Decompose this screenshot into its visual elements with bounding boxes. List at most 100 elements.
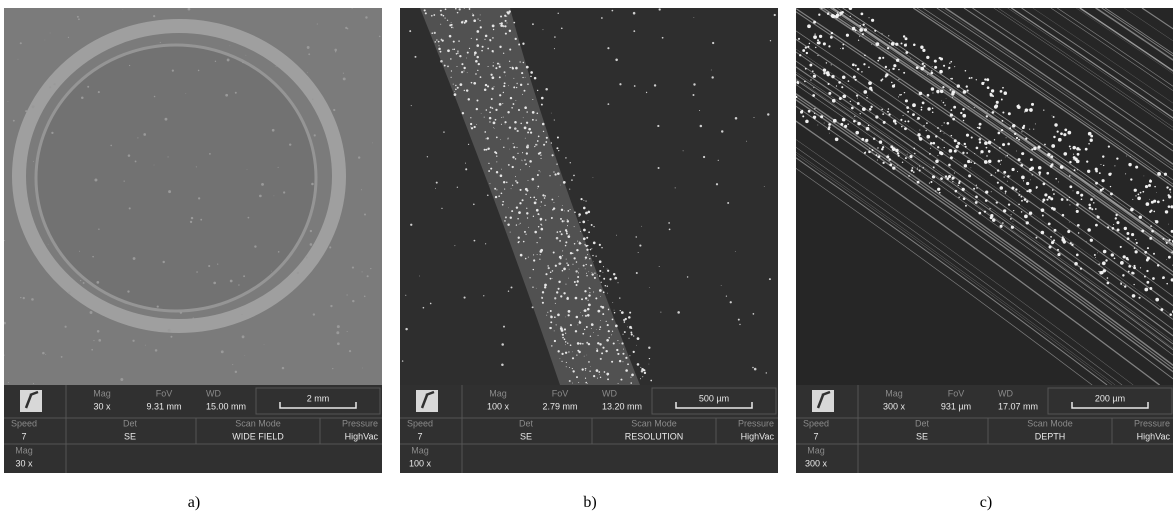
debris [554,316,556,318]
speck [600,358,602,360]
debris [516,224,517,225]
debris [1008,203,1010,205]
debris [515,158,517,160]
debris [528,257,529,258]
debris [1021,153,1024,156]
speck [274,195,275,196]
debris [640,367,641,368]
debris [450,58,451,59]
speck [335,51,336,52]
debris [460,83,463,86]
debris [922,102,925,105]
debris [438,48,440,50]
debris [946,177,949,180]
debris [870,106,872,108]
speck [526,111,528,113]
debris [812,70,814,72]
debris [835,137,839,141]
debris [826,71,830,75]
debris [523,62,524,63]
debris [592,255,593,256]
debris [621,342,623,344]
speck [561,361,562,362]
debris [893,119,896,122]
debris [992,218,995,221]
fov-label: FoV [552,388,569,398]
debris [813,35,817,39]
debris [1147,247,1149,249]
scale-label: 2 mm [307,393,330,403]
debris [1114,257,1116,259]
speck [700,125,703,128]
debris [518,237,520,239]
debris [846,34,849,37]
speck [727,202,729,204]
speck [485,243,486,244]
debris [539,152,541,154]
debris [976,147,979,150]
debris [1127,237,1130,240]
debris [580,312,581,313]
debris [860,25,861,26]
speck [364,214,366,216]
debris [971,77,973,79]
speck [278,167,279,168]
speck [411,105,412,106]
wd-label: WD [602,388,617,398]
debris [1071,244,1073,246]
debris [1090,198,1093,201]
debris [624,331,626,333]
speck [120,378,123,381]
speck [443,131,444,132]
debris [916,66,919,69]
debris [1107,226,1109,228]
debris [501,22,503,24]
debris [540,155,541,156]
debris [557,314,560,317]
speck [586,342,588,344]
speck [153,15,155,17]
debris [546,315,547,316]
speck [154,165,155,166]
debris [1087,228,1091,232]
debris [994,139,995,140]
debris [997,182,999,184]
debris [570,209,571,210]
speck [752,367,754,369]
speck [271,271,272,272]
debris [937,155,938,156]
speck [246,55,247,56]
debris [859,28,863,32]
debris [607,293,608,294]
debris [818,14,820,16]
debris [986,147,988,149]
speck [659,266,660,267]
debris [1108,145,1110,147]
debris [882,113,884,115]
debris [614,277,617,280]
debris [974,162,976,164]
debris [585,269,586,270]
debris [614,312,615,313]
speck [543,29,544,30]
debris [813,75,816,78]
debris [888,108,890,110]
debris [612,302,613,303]
debris [1120,261,1124,265]
debris [1002,222,1004,224]
debris [1130,208,1134,212]
debris [495,196,497,198]
debris [1073,191,1074,192]
speck [612,10,614,12]
scan-mode-value: DEPTH [1035,431,1066,441]
debris [585,297,587,299]
debris [527,83,529,85]
debris [522,152,523,153]
speck [716,183,718,185]
debris [603,291,605,293]
speck [735,251,736,252]
debris [508,207,509,208]
debris [559,256,562,259]
debris [975,201,978,204]
speck [129,207,131,209]
